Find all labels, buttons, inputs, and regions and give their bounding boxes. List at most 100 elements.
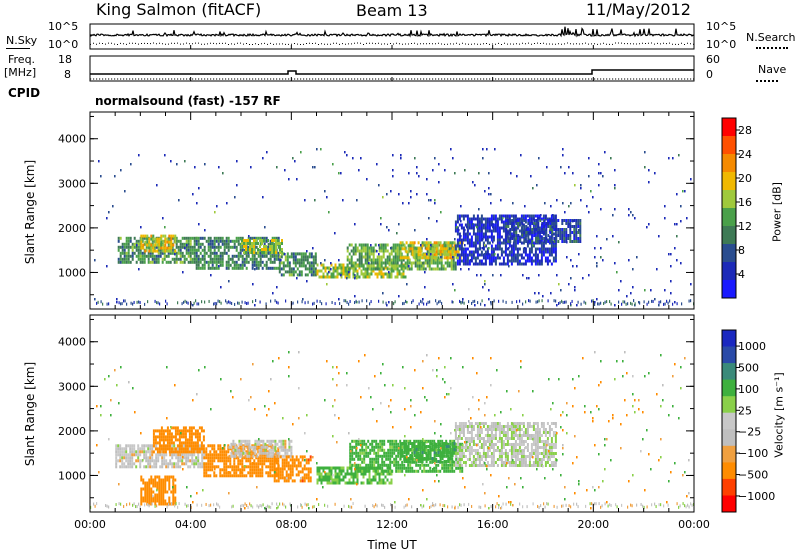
colorbar-segment	[722, 226, 736, 245]
colorbar-segment	[722, 262, 736, 281]
noise-tick-right-top: 10^5	[706, 20, 737, 33]
colorbar-tick-label: 28	[738, 124, 752, 137]
x-tick-label: 12:00	[376, 518, 408, 531]
nsearch-label: N.Search	[746, 31, 796, 44]
colorbar-tick-label: 20	[738, 172, 752, 185]
x-tick-label: 16:00	[477, 518, 509, 531]
colorbar-segment	[722, 330, 736, 347]
colorbar-segment	[722, 154, 736, 173]
date-title: 11/May/2012	[586, 0, 691, 19]
colorbar-tick-label: 500	[738, 361, 759, 374]
colorbar-segment	[722, 363, 736, 381]
nave-label: Nave	[758, 63, 787, 76]
echo-region	[399, 442, 456, 463]
cpid-text: normalsound (fast) -157 RF	[95, 94, 281, 108]
colorbar-tick-label: 1000	[738, 340, 766, 353]
y-tick-label: 3000	[58, 380, 86, 393]
nsky-line	[89, 26, 695, 38]
colorbar-tick-label: 12	[738, 220, 752, 233]
freq-line	[90, 69, 694, 75]
nsky-label: N.Sky	[6, 34, 38, 47]
freq-unit: [MHz]	[4, 66, 37, 79]
echo-region	[505, 219, 582, 243]
scatter-echoes	[94, 148, 692, 307]
echo-region	[152, 426, 205, 454]
echo-region	[228, 439, 293, 458]
colorbar-segment	[722, 172, 736, 191]
colorbar-segment	[722, 445, 736, 463]
y-tick-label: 3000	[58, 177, 86, 190]
x-tick-label: 08:00	[275, 518, 307, 531]
colorbar-tick-label: 16	[738, 196, 752, 209]
colorbar-segment	[722, 244, 736, 263]
nsearch-line	[90, 42, 694, 45]
colorbar-tick-label: −500	[738, 469, 768, 482]
panel-background	[90, 112, 694, 309]
nave-tick-top: 60	[706, 53, 720, 66]
echo-region	[241, 239, 283, 254]
bottom-band-echoes	[96, 299, 695, 306]
noise-tick-left-top: 10^5	[48, 20, 79, 33]
y-tick-label: 1000	[58, 266, 86, 279]
xaxis-label: Time UT	[367, 538, 417, 552]
colorbar-segment	[722, 495, 736, 513]
noise-tick-right-bottom: 10^0	[706, 38, 737, 51]
echo-region	[140, 234, 177, 253]
velocity-colorbar: 1000 500 100 25 −25 −100 −500 −1000	[721, 329, 775, 513]
cpid-label: CPID	[8, 86, 41, 100]
x-tick-label: 04:00	[175, 518, 207, 531]
colorbar-segment	[722, 208, 736, 227]
colorbar-segment	[722, 396, 736, 414]
y-tick-label: 1000	[58, 469, 86, 482]
colorbar-segment	[722, 429, 736, 447]
velocity-panel: 1000 2000 3000 4000	[58, 314, 695, 513]
echo-region	[454, 422, 557, 467]
colorbar-segment	[722, 280, 736, 299]
freq-strip	[89, 55, 695, 82]
colorbar-segment	[722, 412, 736, 430]
nave-legend-line	[756, 80, 778, 82]
colorbar-segment	[722, 379, 736, 397]
echo-region	[346, 243, 457, 271]
beam-title: Beam 13	[356, 1, 428, 20]
scatter-echoes	[96, 351, 690, 510]
echo-region	[140, 475, 177, 506]
colorbar-tick-label: −1000	[738, 490, 775, 503]
x-tick-label: 20:00	[577, 518, 609, 531]
y-tick-label: 4000	[58, 336, 86, 349]
colorbar-segment	[722, 462, 736, 480]
y-tick-label: 4000	[58, 133, 86, 146]
colorbar-tick-label: 4	[738, 268, 745, 281]
power-panel: 1000 2000 3000 4000	[58, 111, 695, 310]
colorbar-tick-label: −100	[738, 447, 768, 460]
freq-tick-bottom: 8	[64, 68, 71, 81]
echo-region	[273, 455, 312, 483]
x-tick-labels: 00:00 04:00 08:00 12:00 16:00 20:00 00:00	[74, 518, 710, 531]
x-tick-label: 00:00	[678, 518, 710, 531]
echo-region	[278, 252, 317, 277]
y-tick-label: 2000	[58, 425, 86, 438]
colorbar-segment	[722, 190, 736, 209]
colorbar-segment	[722, 346, 736, 364]
colorbar-frame	[721, 329, 737, 513]
y-tick-label: 2000	[58, 222, 86, 235]
colorbar-tick-label: 100	[738, 383, 759, 396]
colorbar-tick-label: −25	[738, 426, 761, 439]
x-tick-label: 00:00	[74, 518, 106, 531]
nave-tick-bottom: 0	[706, 68, 713, 81]
noise-strip	[89, 23, 695, 50]
colorbar-tick-label: 8	[738, 244, 745, 257]
colorbar-tick-label: 24	[738, 148, 752, 161]
station-title: King Salmon (fitACF)	[96, 0, 262, 19]
nsky-legend-line	[6, 48, 30, 49]
colorbar-frame	[721, 117, 737, 299]
freq-label: Freq.	[8, 53, 36, 66]
noise-tick-left-bottom: 10^0	[48, 38, 79, 51]
nsearch-legend-line	[756, 47, 788, 49]
colorbar-segment	[722, 118, 736, 137]
power-colorbar: 4 8 12 16 20 24 28	[721, 117, 752, 299]
freq-tick-top: 18	[58, 53, 72, 66]
colorbar-tick-label: 25	[738, 404, 752, 417]
colorbar-segment	[722, 136, 736, 155]
